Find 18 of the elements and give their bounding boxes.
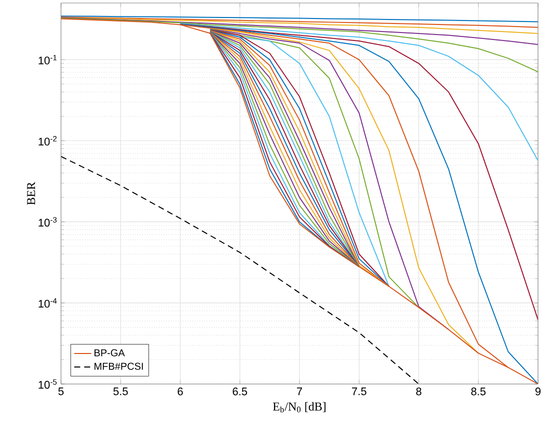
x-tick-label: 7 bbox=[297, 388, 302, 396]
x-tick-label: 8 bbox=[416, 388, 422, 396]
y-tick-label: 10$^{-5}$ bbox=[38, 379, 57, 389]
y-tick-label: 10$^{-1}$ bbox=[38, 54, 57, 64]
y-tick-label: 10$^{-4}$ bbox=[38, 298, 57, 308]
x-tick-label: 7.5 bbox=[352, 388, 366, 396]
x-tick-label: 6 bbox=[178, 388, 183, 396]
x-tick-label: 8.5 bbox=[471, 388, 486, 396]
x-tick-label: 9 bbox=[535, 388, 541, 396]
y-tick-label: 10$^{-3}$ bbox=[38, 217, 57, 227]
x-tick-label: 5.5 bbox=[113, 388, 128, 396]
y-axis-title: BER bbox=[27, 182, 36, 205]
legend-label: MFB#PCSI bbox=[94, 362, 143, 370]
legend-label: BP-GA bbox=[94, 349, 125, 356]
x-axis-title: E$_{b}$/N$_{0}$ [dB] bbox=[272, 402, 326, 412]
x-tick-label: 5 bbox=[58, 388, 64, 396]
x-tick-label: 6.5 bbox=[232, 388, 248, 396]
y-tick-label: 10$^{-2}$ bbox=[38, 136, 57, 146]
